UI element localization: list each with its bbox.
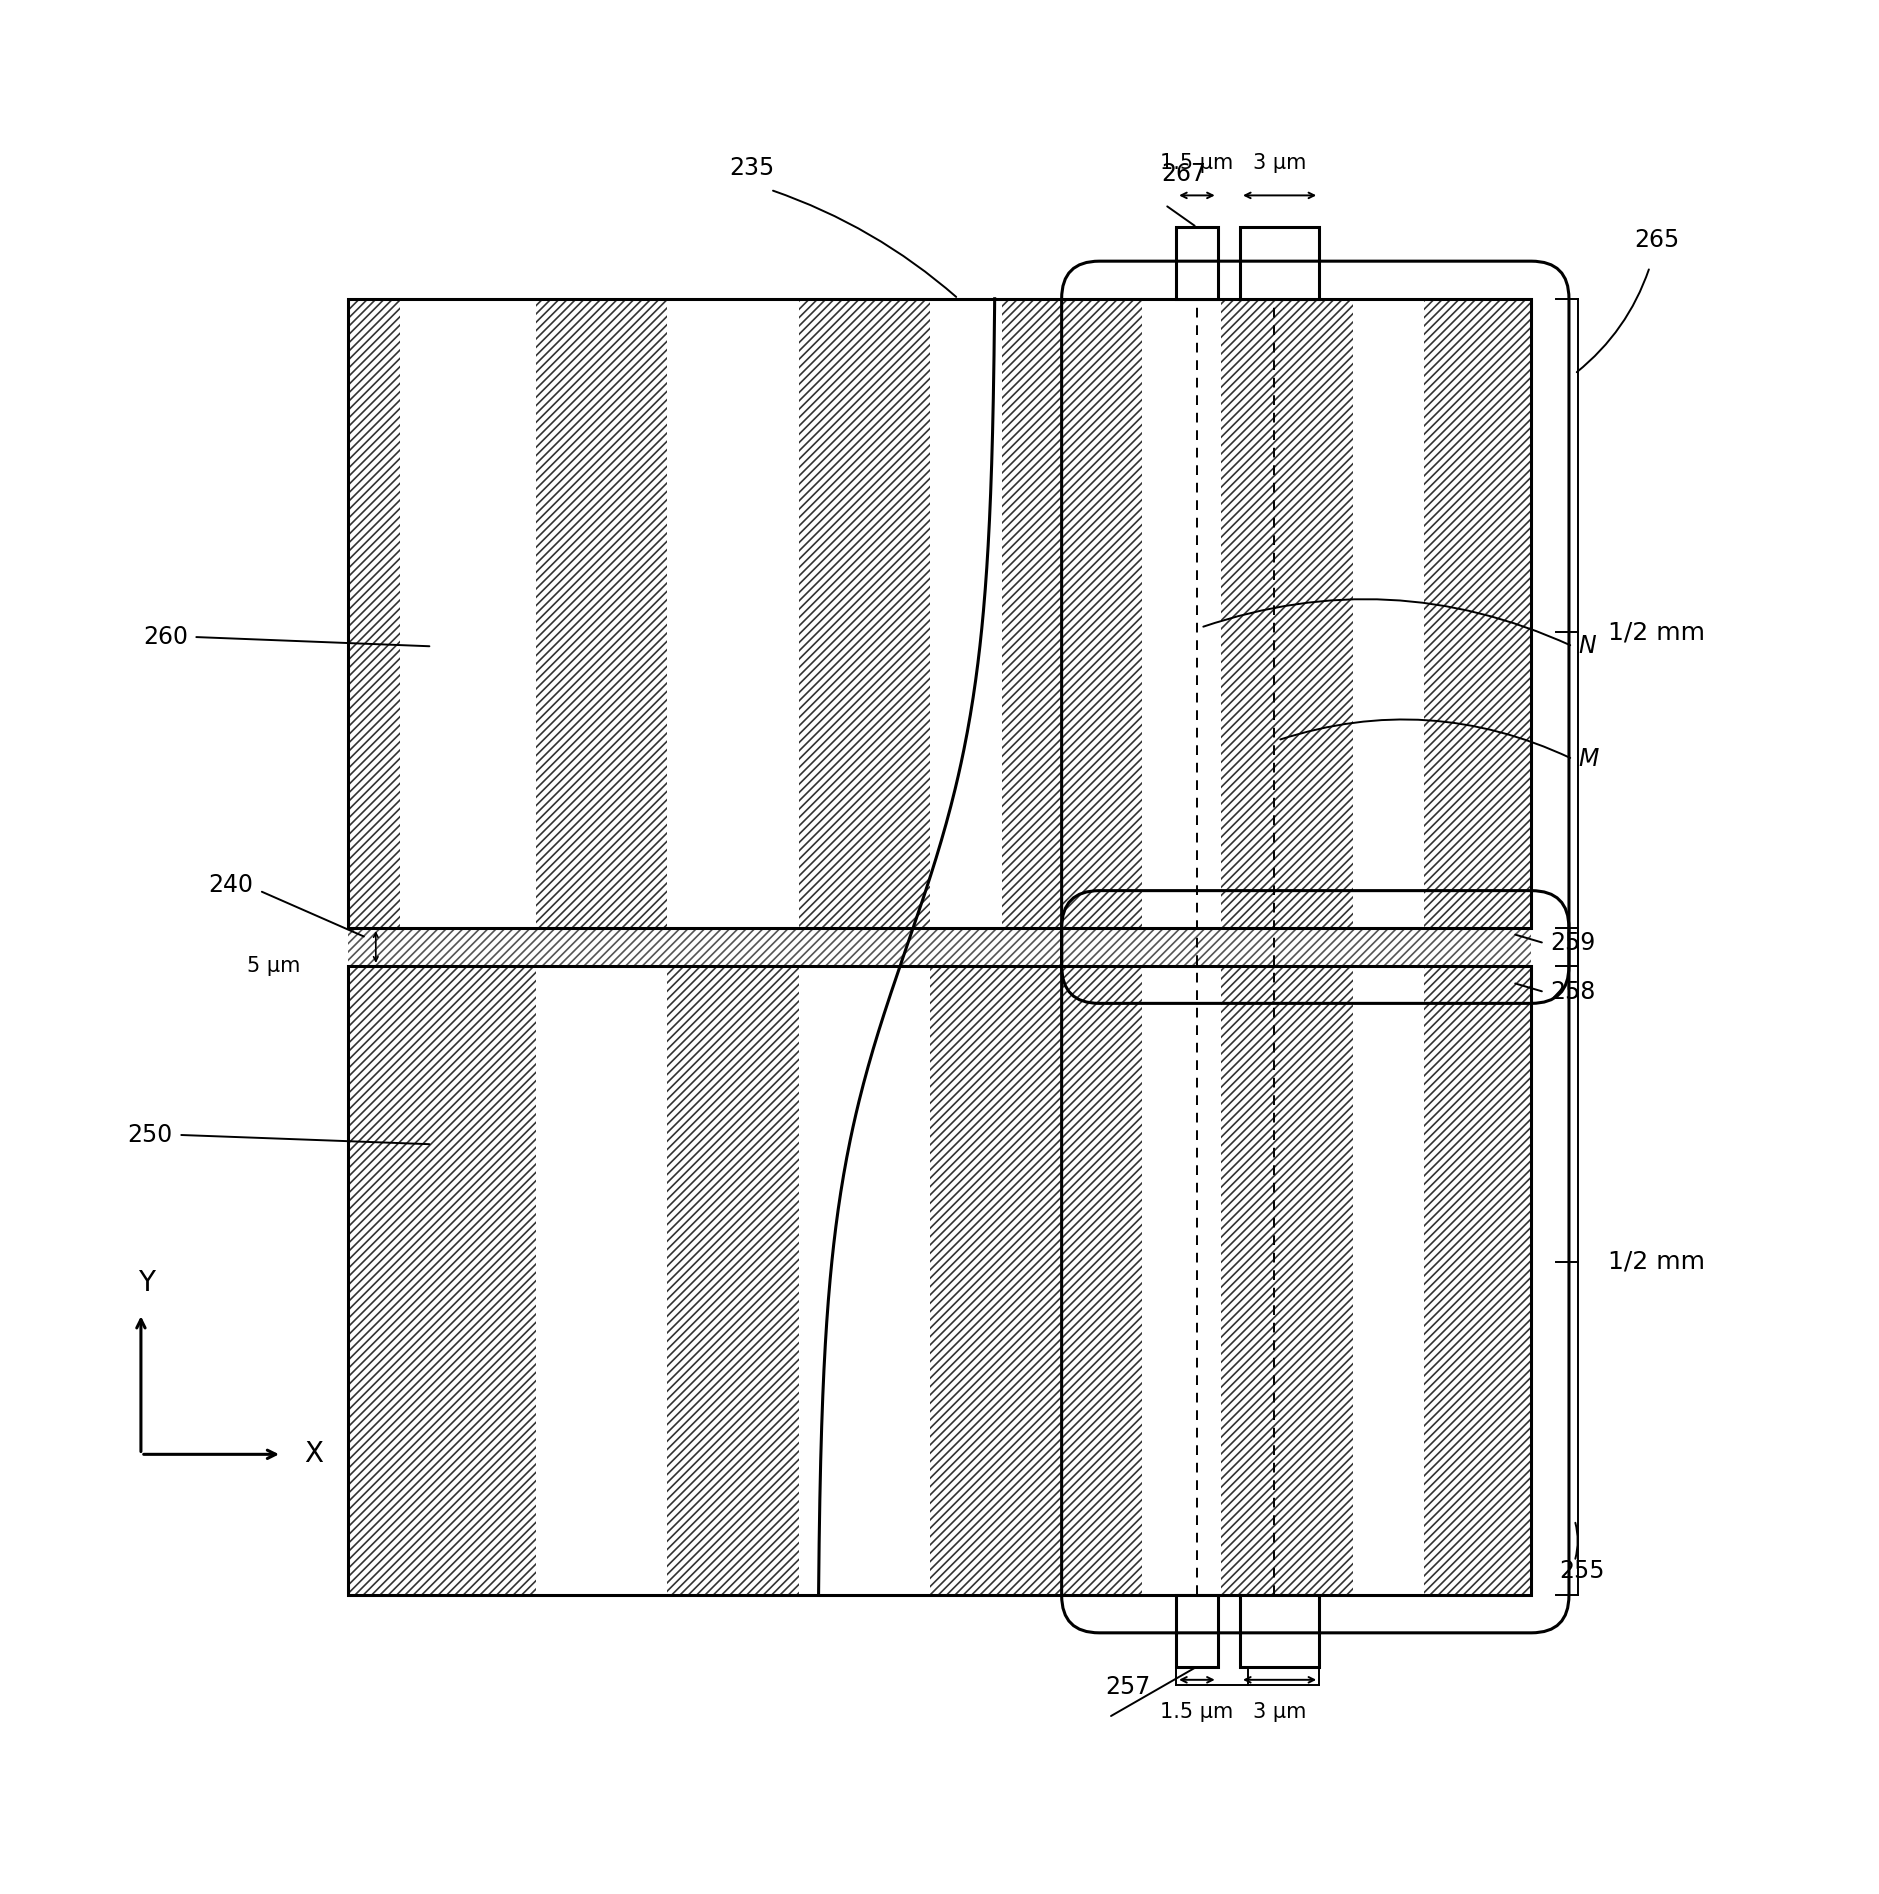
Bar <box>1424 299 1531 928</box>
Text: 3 μm: 3 μm <box>1253 153 1306 172</box>
Bar <box>1353 966 1424 1595</box>
Text: 255: 255 <box>1560 1559 1605 1583</box>
Text: 1.5 μm: 1.5 μm <box>1161 153 1233 172</box>
Bar <box>400 299 536 928</box>
Text: 5 μm: 5 μm <box>248 956 301 975</box>
Bar <box>348 299 400 928</box>
Bar <box>799 299 930 928</box>
Bar <box>1002 966 1142 1595</box>
Bar <box>667 966 799 1595</box>
Bar <box>1142 299 1221 928</box>
Bar <box>930 966 1002 1595</box>
Bar <box>348 928 1531 966</box>
Bar <box>400 966 536 1595</box>
Bar <box>348 966 400 1595</box>
Bar <box>1002 299 1142 928</box>
Bar <box>348 299 400 928</box>
Bar <box>1424 299 1531 928</box>
Bar <box>799 299 930 928</box>
Text: 257: 257 <box>1105 1674 1150 1699</box>
Text: 235: 235 <box>729 157 774 180</box>
Bar <box>1002 966 1142 1595</box>
Text: 259: 259 <box>1550 932 1595 955</box>
Text: M: M <box>1578 746 1599 771</box>
Bar <box>348 299 1531 928</box>
Text: 1/2 mm: 1/2 mm <box>1608 619 1706 644</box>
Text: 260: 260 <box>143 625 188 650</box>
Text: 1/2 mm: 1/2 mm <box>1608 1250 1706 1275</box>
Bar <box>348 928 1531 966</box>
Bar <box>1240 227 1319 299</box>
Bar <box>1424 966 1531 1595</box>
Text: 240: 240 <box>209 873 254 898</box>
Bar <box>1176 227 1218 299</box>
Text: 250: 250 <box>128 1123 173 1148</box>
Text: Y: Y <box>137 1269 156 1297</box>
Bar <box>1353 299 1424 928</box>
Bar <box>536 299 667 928</box>
Bar <box>1142 966 1221 1595</box>
Text: 265: 265 <box>1635 227 1680 252</box>
Text: X: X <box>304 1439 323 1468</box>
Bar <box>1221 966 1353 1595</box>
Bar <box>1002 299 1142 928</box>
Bar <box>930 299 1002 928</box>
Bar <box>1221 966 1353 1595</box>
Bar <box>1221 299 1353 928</box>
Bar <box>1176 1595 1218 1667</box>
Text: 1.5 μm: 1.5 μm <box>1161 1703 1233 1722</box>
Bar <box>667 299 799 928</box>
Bar <box>667 966 799 1595</box>
Bar <box>536 299 667 928</box>
Bar <box>348 299 1531 1595</box>
Bar <box>400 966 536 1595</box>
Text: 258: 258 <box>1550 979 1595 1004</box>
Bar <box>1240 1595 1319 1667</box>
Bar <box>1424 966 1531 1595</box>
Bar <box>348 966 1531 1595</box>
Bar <box>930 966 1002 1595</box>
Bar <box>536 966 667 1595</box>
Bar <box>1221 299 1353 928</box>
Text: 267: 267 <box>1161 163 1206 186</box>
Text: N: N <box>1578 634 1595 659</box>
Bar <box>799 966 930 1595</box>
Bar <box>348 966 400 1595</box>
Text: 3 μm: 3 μm <box>1253 1703 1306 1722</box>
